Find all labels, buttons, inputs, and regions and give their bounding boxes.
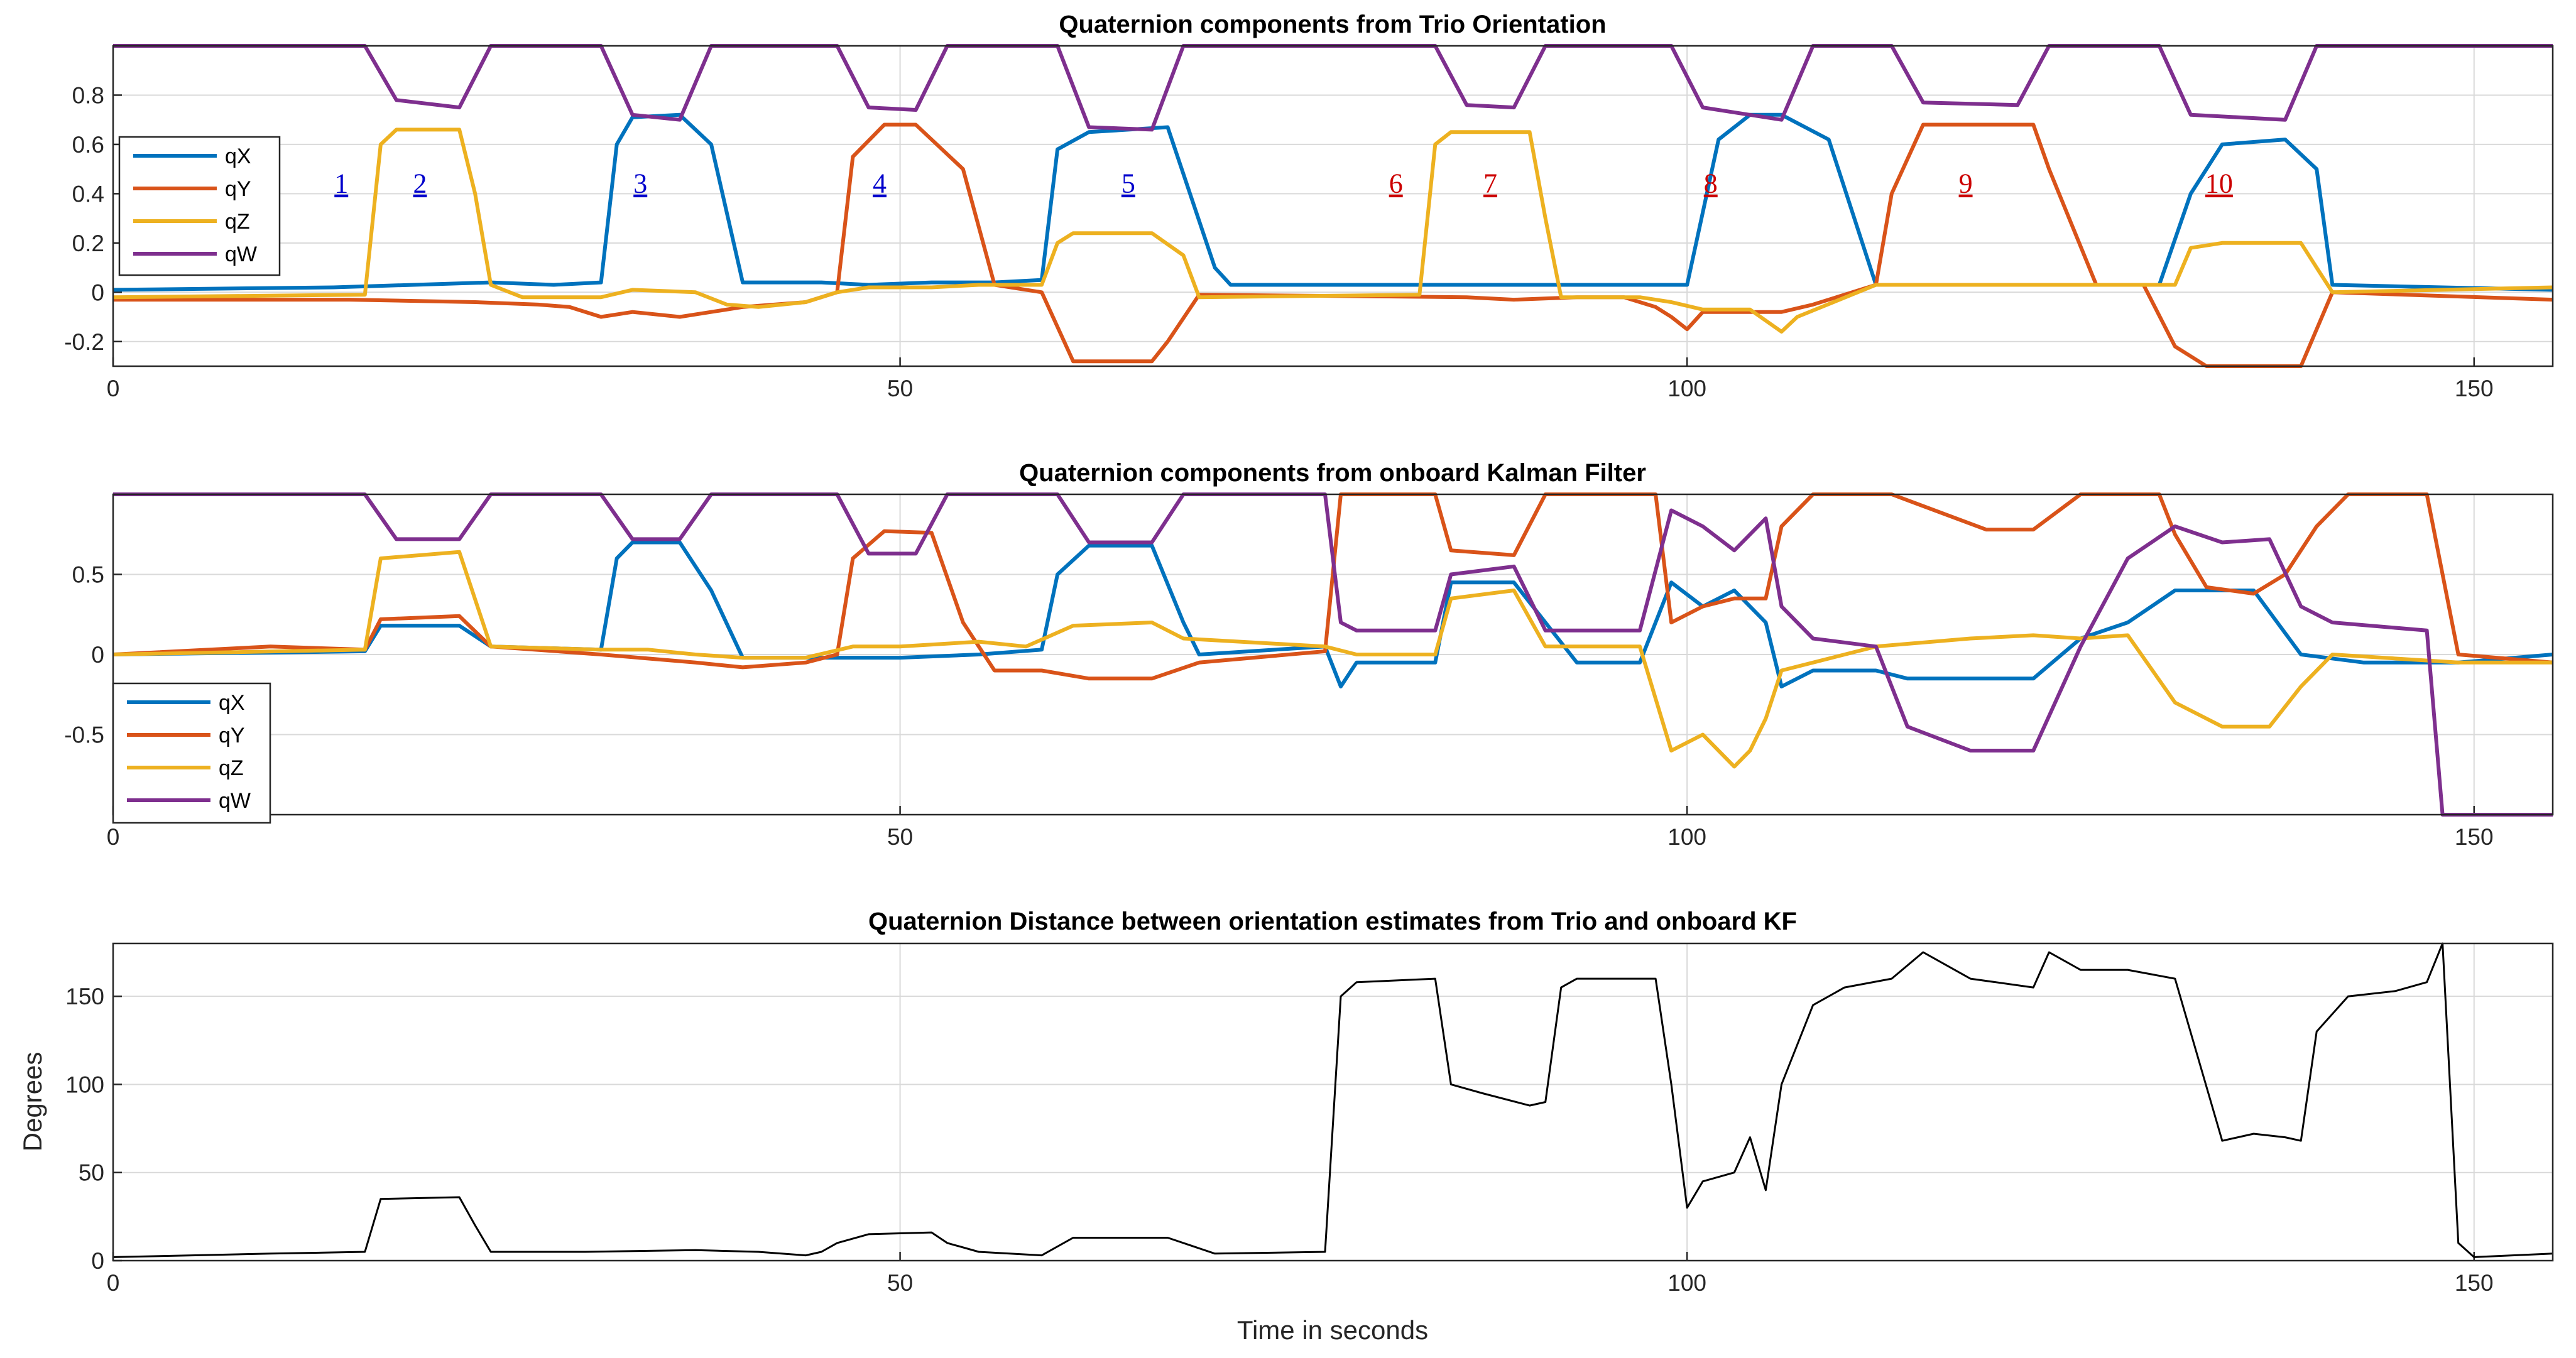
legend-label: qY [219, 724, 245, 747]
y-tick-label: 0.5 [72, 562, 104, 588]
y-axis-label: Degrees [18, 1052, 47, 1152]
series-line-qy [113, 122, 2553, 368]
x-tick-label: 0 [107, 376, 120, 401]
axes-frame [112, 45, 2554, 367]
segment-label: 10 [2205, 168, 2233, 199]
y-tick-label: 0 [91, 642, 104, 668]
series-line-qy [112, 492, 2553, 681]
y-tick-label: 0.8 [72, 82, 104, 108]
x-tick-label: 100 [1667, 376, 1706, 401]
y-tick-label: -0.2 [64, 329, 104, 355]
tick-labels: 0 50 100 150 -0.5 0 0.5 [64, 562, 2493, 850]
legend: qX qY qZ qW [118, 136, 281, 276]
series-line-qz [112, 128, 2553, 334]
y-tick-label: 100 [65, 1072, 104, 1097]
series-line-qw [113, 492, 2553, 817]
series-lines [112, 492, 2553, 817]
x-tick-label: 150 [2455, 376, 2494, 401]
legend-label: qY [225, 177, 251, 201]
series-lines [112, 942, 2553, 1258]
segment-label: 2 [413, 168, 427, 199]
segment-labels: 1 2 3 4 5 6 7 8 9 10 [334, 168, 2233, 199]
y-tick-label: 0.4 [72, 181, 104, 207]
y-tick-label: 0.6 [72, 132, 104, 158]
x-tick-label: 150 [2455, 1270, 2494, 1296]
y-tick-label: 0.2 [72, 231, 104, 256]
x-axis-label: Time in seconds [1237, 1315, 1428, 1345]
subplot-kalman-filter: Quaternion components from onboard Kalma… [64, 459, 2554, 850]
segment-label: 3 [633, 168, 647, 199]
x-tick-label: 150 [2455, 824, 2494, 850]
legend-label: qZ [225, 210, 250, 234]
y-tick-label: -0.5 [64, 722, 104, 748]
x-tick-label: 100 [1667, 1270, 1706, 1296]
segment-label: 6 [1389, 168, 1403, 199]
y-tick-label: 150 [65, 984, 104, 1009]
legend-label: qZ [219, 756, 244, 780]
axes-frame [112, 493, 2554, 816]
subplot-title: Quaternion Distance between orientation … [868, 908, 1797, 935]
legend: qX qY qZ qW [112, 682, 271, 824]
x-tick-label: 50 [887, 824, 913, 850]
legend-label: qX [225, 144, 251, 168]
x-tick-label: 50 [887, 1270, 913, 1296]
series-line-quaternion-distance [112, 942, 2553, 1258]
segment-label: 4 [873, 168, 887, 199]
segment-label: 9 [1959, 168, 1973, 199]
x-tick-label: 0 [107, 824, 120, 850]
series-line-qz [112, 550, 2553, 769]
subplot-trio-orientation: Quaternion components from Trio Orientat… [64, 11, 2554, 401]
subplot-title: Quaternion components from onboard Kalma… [1019, 459, 1646, 487]
legend-label: qW [219, 789, 251, 813]
subplot-quaternion-distance: Quaternion Distance between orientation … [18, 908, 2554, 1345]
x-tick-label: 50 [887, 376, 913, 401]
segment-label: 7 [1483, 168, 1497, 199]
series-line-qx [112, 112, 2553, 292]
legend-label: qW [225, 242, 257, 266]
segment-label: 1 [334, 168, 348, 199]
x-tick-label: 100 [1667, 824, 1706, 850]
y-tick-label: 0 [91, 280, 104, 305]
x-tick-label: 0 [107, 1270, 120, 1296]
axes-frame [112, 942, 2554, 1262]
series-line-qx [112, 540, 2553, 688]
subplot-title: Quaternion components from Trio Orientat… [1059, 11, 1606, 38]
tick-labels: 0 50 100 150-0.200.20.40.60.8 [64, 82, 2493, 401]
tick-labels: 0 50 100 150 0 50 100 150 [65, 984, 2493, 1296]
y-tick-label: 50 [79, 1160, 104, 1186]
segment-label: 5 [1122, 168, 1135, 199]
segment-label: 8 [1704, 168, 1718, 199]
legend-label: qX [219, 691, 245, 715]
y-tick-label: 0 [91, 1248, 104, 1274]
